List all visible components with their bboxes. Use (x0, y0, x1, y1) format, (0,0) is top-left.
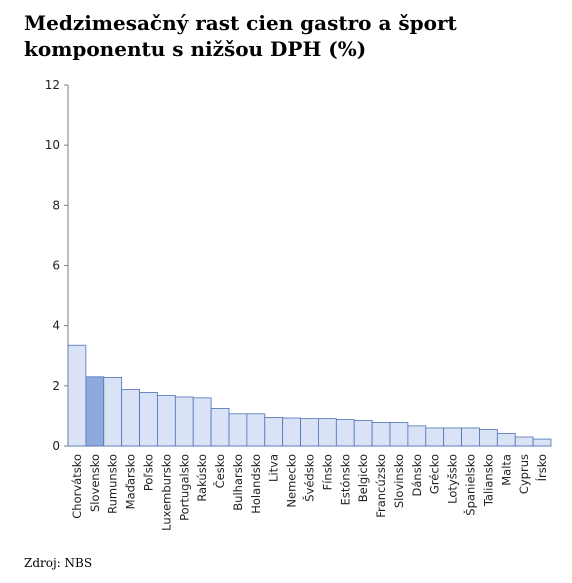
x-tick-label: Dánsko (410, 454, 424, 496)
bar-6 (157, 395, 176, 447)
x-tick-label: Lotyšsko (446, 454, 460, 504)
x-tick-label: Slovensko (88, 454, 102, 512)
x-tick-label: Portugalsko (177, 454, 191, 521)
bar-1 (67, 344, 87, 447)
y-tick-label: 4 (52, 319, 60, 333)
bar-23 (461, 427, 480, 447)
x-tick-label: Malta (499, 454, 513, 486)
x-tick-label: Rakúsko (195, 454, 209, 502)
bar-18 (371, 422, 391, 447)
bar-4 (121, 389, 140, 447)
bar-2 (85, 376, 105, 447)
x-tick-label: Fínsko (320, 454, 334, 490)
source-note: Zdroj: NBS (24, 556, 93, 570)
x-tick-label: Francúzsko (374, 454, 388, 518)
bar-14 (300, 418, 319, 447)
x-tick-label: Maďarsko (124, 454, 138, 509)
bar-25 (496, 432, 516, 447)
x-tick-label: Holandsko (249, 454, 263, 514)
x-tick-label: Bulharsko (231, 454, 245, 511)
x-tick-label: Poľsko (142, 454, 156, 491)
x-tick-label: Nemecko (285, 454, 299, 508)
bar-5 (139, 392, 158, 447)
bar-21 (425, 427, 445, 447)
y-tick-label: 8 (52, 198, 60, 212)
x-tick-label: Litva (267, 454, 281, 482)
bar-27 (532, 438, 552, 447)
x-tick-label: Rumunsko (106, 454, 120, 514)
x-tick-label: Estónsko (338, 454, 352, 505)
y-tick-label: 0 (52, 439, 60, 453)
x-tick-label: Česko (212, 454, 227, 488)
bar-15 (318, 418, 337, 447)
x-tick-label: Írsko (534, 454, 549, 481)
bar-22 (443, 427, 462, 447)
bar-26 (514, 436, 534, 447)
x-tick-label: Švédsko (302, 454, 317, 502)
bar-8 (192, 397, 212, 447)
x-tick-label: Taliansko (481, 454, 495, 507)
bar-7 (174, 396, 194, 447)
bar-19 (389, 422, 409, 447)
bar-10 (228, 413, 248, 447)
bar-12 (264, 417, 284, 447)
bar-3 (103, 377, 123, 447)
x-tick-label: Grécko (428, 454, 442, 494)
bar-17 (353, 420, 373, 447)
x-tick-label: Španielsko (463, 454, 478, 516)
bar-24 (479, 429, 498, 447)
bar-16 (335, 419, 355, 447)
x-tick-label: Chorvátsko (70, 454, 84, 519)
bar-13 (282, 417, 301, 447)
y-tick-label: 2 (52, 379, 60, 393)
x-axis-labels: Chorvátsko Slovensko Rumunsko Maďarsko Poľsk… (70, 454, 549, 531)
chart-title: Medzimesačný rast cien gastro a šport ko… (24, 11, 457, 61)
x-tick-label: Slovinsko (392, 454, 406, 508)
bar-11 (246, 413, 266, 447)
x-tick-label: Cyprus (517, 454, 531, 494)
x-tick-label: Luxembursko (159, 454, 173, 531)
bars-group (67, 344, 552, 447)
bar-9 (210, 407, 230, 447)
bar-20 (407, 425, 427, 447)
y-tick-label: 12 (45, 78, 60, 92)
x-tick-label: Belgicko (356, 454, 370, 502)
y-tick-label: 6 (52, 259, 60, 273)
y-tick-label: 10 (45, 138, 60, 152)
